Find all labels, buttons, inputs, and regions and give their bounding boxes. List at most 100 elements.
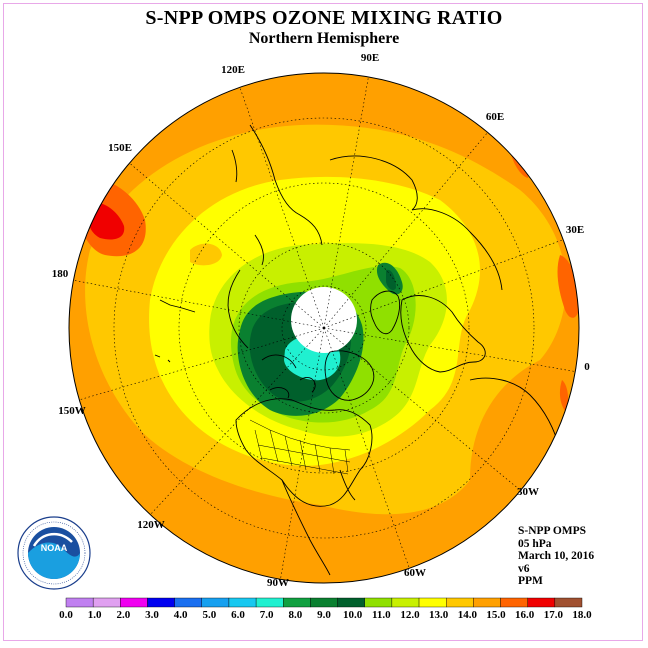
coast-north-america [235, 398, 373, 507]
colorbar-tick-label: 5.0 [202, 609, 216, 621]
coast-east-asia [249, 124, 323, 246]
polar-night-no-data [291, 287, 357, 353]
graticule [71, 73, 579, 583]
colorbar-swatch-6 [228, 597, 257, 608]
coast-asia [329, 155, 503, 291]
ozone-band-darker-east [386, 269, 396, 290]
info-instrument: S-NPP OMPS [518, 525, 587, 537]
colorbar-tick-label: 1.0 [88, 609, 102, 621]
colorbar-swatch-9 [310, 597, 338, 608]
colorbar-swatch-15 [473, 597, 501, 608]
colorbar-tick-label: 7.0 [260, 609, 274, 621]
meridian-90w [279, 327, 325, 583]
meridian-150e [119, 154, 325, 329]
colorbar-tick-label: 13.0 [429, 609, 449, 621]
coast-florida [339, 469, 356, 501]
colorbar-tick-label: 14.0 [458, 609, 478, 621]
colorbar-tick-label: 15.0 [486, 609, 506, 621]
colorbar-tick-label: 6.0 [231, 609, 245, 621]
colorbar-tick-label: 4.0 [174, 609, 188, 621]
meridian-180 [71, 279, 325, 329]
lon-label-180: 180 [52, 268, 69, 280]
colorbar-swatch-4 [174, 597, 202, 608]
lon-label-60e: 60E [486, 111, 504, 123]
colorbar-tick-label: 12.0 [400, 609, 420, 621]
coast-hawaii [154, 354, 171, 363]
colorbar-tick-label: 8.0 [288, 609, 302, 621]
parallel-40n [178, 182, 470, 474]
colorbar-swatch-11 [364, 597, 393, 608]
colorbar-swatch-16 [500, 597, 528, 608]
colorbar-swatch-14 [446, 597, 474, 608]
colorbar-swatch-13 [418, 597, 447, 608]
coast-japan [231, 149, 238, 183]
ozone-field [69, 73, 579, 583]
coast-mexico [281, 479, 331, 576]
colorbar-tick-label: 9.0 [317, 609, 331, 621]
political-boundaries [249, 419, 351, 475]
colorbar-tick-label: 11.0 [372, 609, 391, 621]
lon-label-120w: 120W [137, 519, 165, 531]
coast-greenland [324, 350, 375, 401]
info-units: PPM [518, 575, 543, 587]
colorbar: 0.0 1.0 2.0 3.0 4.0 5.0 6.0 7.0 8.0 9.0 10.0 11.0 12… [59, 597, 592, 621]
colorbar-swatch-5 [201, 597, 230, 608]
info-level: 05 hPa [518, 537, 552, 550]
coast-alaska [227, 269, 249, 349]
info-date: March 10, 2016 [518, 550, 595, 562]
coast-aleutians [159, 299, 196, 313]
colorbar-tick-label: 3.0 [145, 609, 159, 621]
globe-outline [68, 72, 580, 584]
meridian-60w [323, 327, 411, 571]
lon-label-150e: 150E [108, 142, 132, 154]
colorbar-swatch-10 [337, 597, 365, 608]
colorbar-swatch-1 [92, 597, 121, 608]
map-subtitle: Northern Hemisphere [248, 30, 400, 47]
lon-label-150w: 150W [58, 405, 86, 417]
noaa-logo: NOAA [17, 516, 91, 590]
ozone-band-14-west [190, 243, 222, 266]
map-title: S-NPP OMPS OZONE MIXING RATIO [145, 7, 503, 29]
lon-label-90w: 90W [267, 577, 289, 589]
colorbar-swatch-17 [527, 597, 556, 608]
ozone-band-16-se [559, 380, 569, 412]
lon-label-30w: 30W [517, 486, 539, 498]
lon-label-90e: 90E [361, 52, 379, 64]
parallel-60n [238, 242, 410, 414]
figure-frame [3, 3, 643, 641]
info-block: S-NPP OMPS 05 hPa March 10, 2016 v6 PPM [518, 525, 594, 588]
colorbar-swatch-0 [65, 597, 94, 608]
coast-europe [400, 295, 486, 373]
colorbar-tick-label: 10.0 [343, 609, 363, 621]
meridian-120e [237, 81, 325, 329]
ozone-band-16-east [557, 255, 579, 318]
colorbar-tick-label: 17.0 [544, 609, 564, 621]
parallel-20n [113, 117, 535, 539]
lon-label-0: 0 [584, 361, 590, 373]
lon-label-120e: 120E [221, 64, 245, 76]
coast-canada-islands [261, 354, 316, 399]
meridian-120w [149, 327, 325, 516]
coast-kamchatka [254, 234, 265, 266]
noaa-logo-text: NOAA [41, 543, 68, 553]
colorbar-swatch-18 [554, 597, 583, 608]
colorbar-tick-label: 2.0 [116, 609, 130, 621]
colorbar-tick-label: 18.0 [572, 609, 592, 621]
meridian-60e [323, 119, 499, 329]
colorbar-tick-label: 0.0 [59, 609, 73, 621]
colorbar-swatch-8 [283, 597, 311, 608]
meridian-30e [323, 235, 574, 329]
colorbar-tick-label: 16.0 [515, 609, 535, 621]
meridian-90e [323, 73, 371, 329]
info-version: v6 [518, 562, 530, 575]
lon-label-30e: 30E [566, 224, 584, 236]
lon-label-60w: 60W [404, 567, 426, 579]
parallel-80n [281, 285, 367, 371]
colorbar-swatch-3 [147, 597, 175, 608]
colorbar-swatch-7 [255, 597, 284, 608]
coastlines [154, 124, 561, 576]
coast-scandinavia [370, 290, 401, 335]
colorbar-swatch-12 [391, 597, 420, 608]
colorbar-swatch-2 [120, 597, 148, 608]
